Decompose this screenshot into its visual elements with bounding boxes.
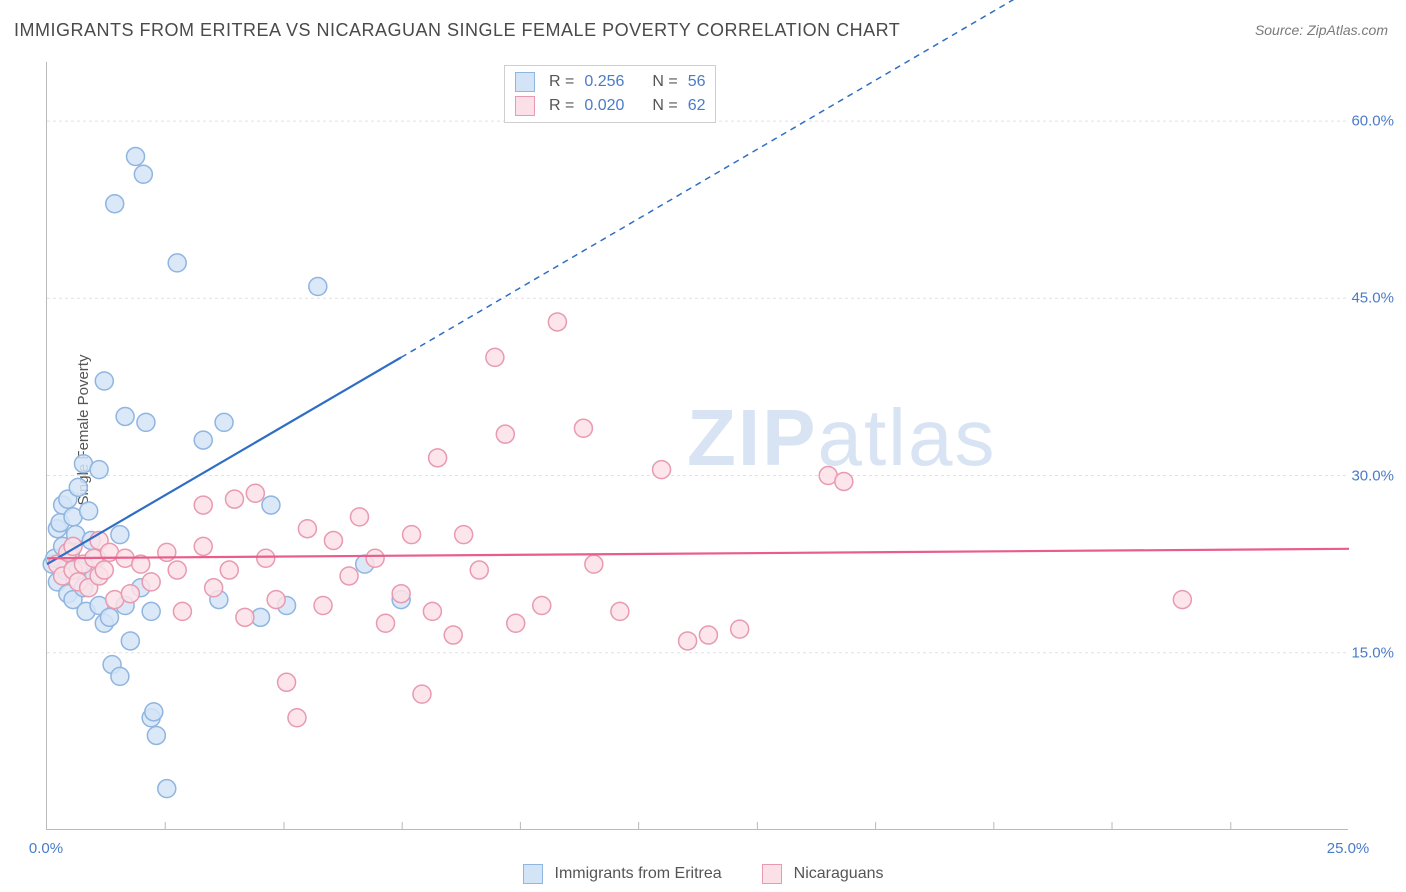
r-label: R = [549,70,574,94]
r-value: 0.256 [584,70,642,94]
x-tick-label: 0.0% [29,840,63,857]
swatch-nicaragua-top [515,96,535,116]
scatter-svg [47,62,1349,830]
legend-row-eritrea: R = 0.256 N = 56 [515,70,705,94]
y-tick-label: 60.0% [1351,113,1394,130]
n-value: 62 [688,94,706,118]
legend-label-nicaragua: Nicaraguans [794,865,884,883]
correlation-legend: R = 0.256 N = 56 R = 0.020 N = 62 [504,65,716,123]
series-legend: Immigrants from Eritrea Nicaraguans [0,864,1406,884]
chart-title: IMMIGRANTS FROM ERITREA VS NICARAGUAN SI… [14,20,900,41]
n-label: N = [652,70,677,94]
r-label: R = [549,94,574,118]
legend-row-nicaragua: R = 0.020 N = 62 [515,94,705,118]
legend-item-eritrea: Immigrants from Eritrea [523,864,722,884]
y-tick-label: 30.0% [1351,467,1394,484]
swatch-nicaragua [762,864,782,884]
legend-item-nicaragua: Nicaraguans [762,864,884,884]
chart-container: IMMIGRANTS FROM ERITREA VS NICARAGUAN SI… [0,0,1406,892]
swatch-eritrea-top [515,72,535,92]
n-value: 56 [688,70,706,94]
x-tick-label: 25.0% [1327,840,1370,857]
plot-area: ZIPatlas R =0.256N =56R =0.020N =62 [46,62,1348,830]
swatch-eritrea [523,864,543,884]
source-label: Source: ZipAtlas.com [1255,22,1388,38]
legend-label-eritrea: Immigrants from Eritrea [555,865,722,883]
y-tick-label: 45.0% [1351,290,1394,307]
n-label: N = [652,94,677,118]
r-value: 0.020 [584,94,642,118]
y-tick-label: 15.0% [1351,644,1394,661]
